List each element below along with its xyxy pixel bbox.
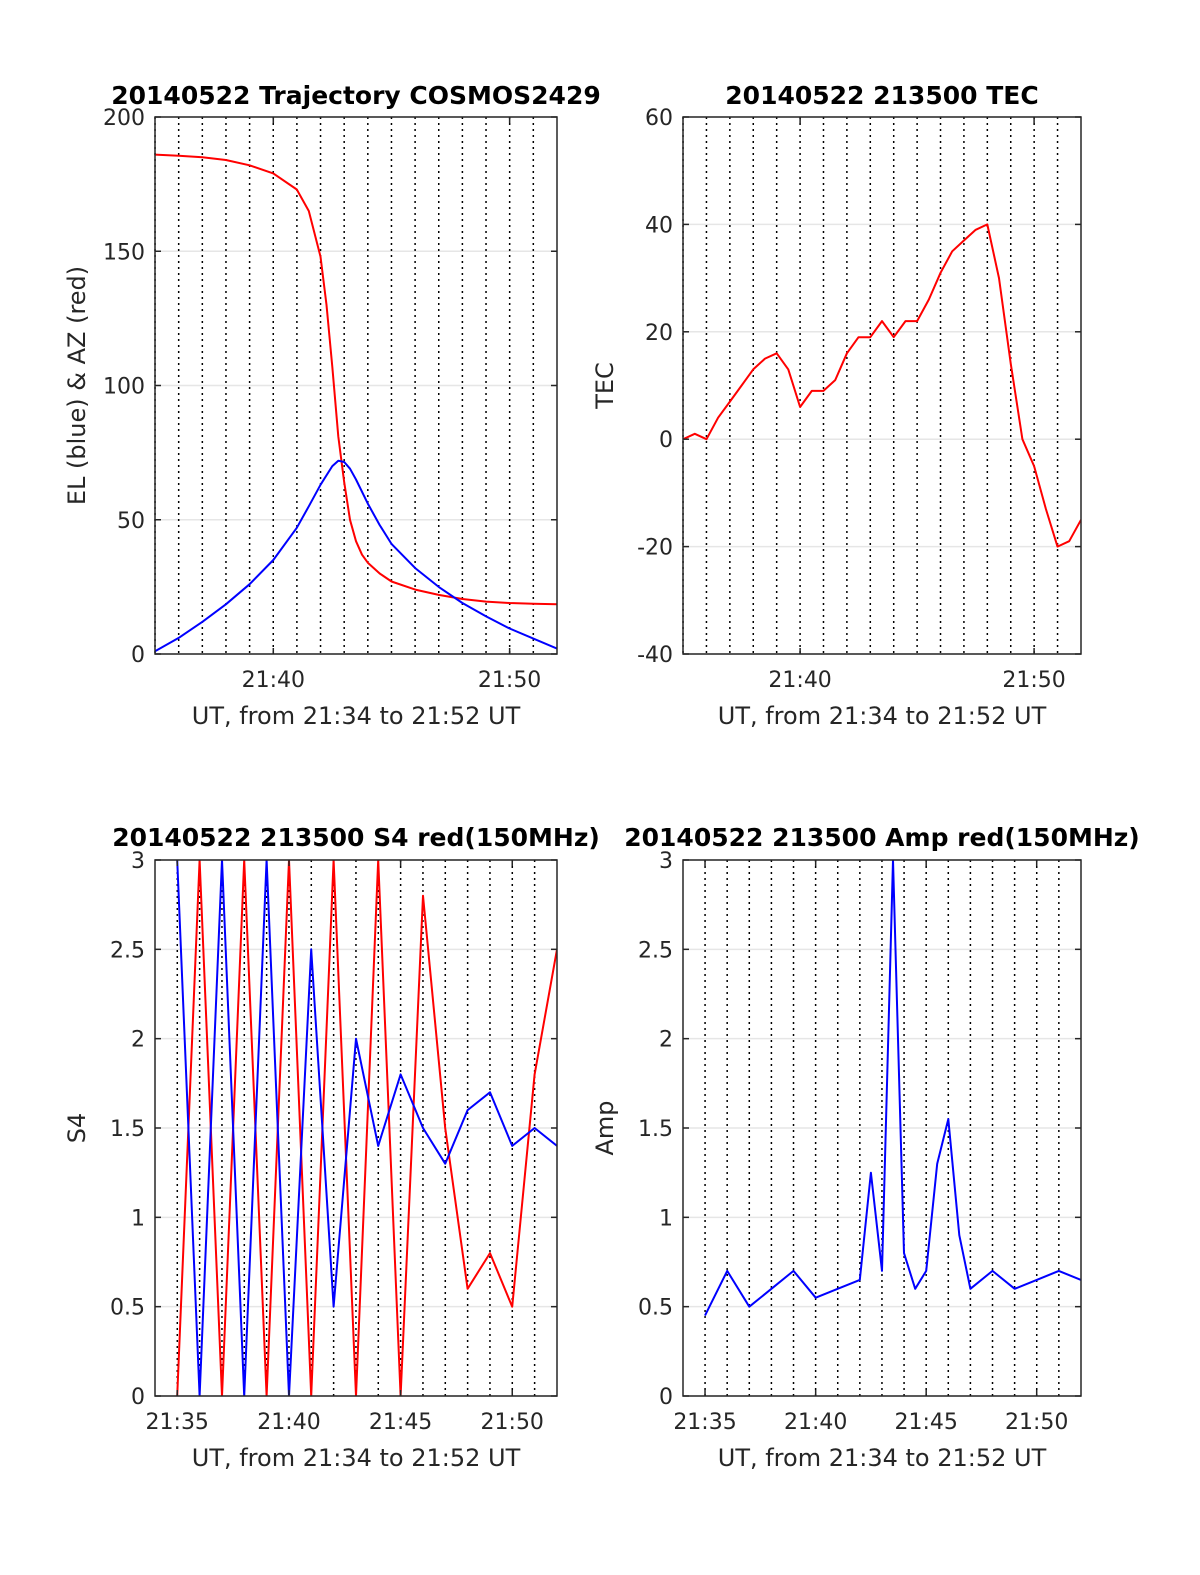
y-tick-label: 50	[117, 509, 145, 534]
y-tick-label: 2	[659, 1028, 673, 1053]
y-tick-label: 100	[103, 375, 145, 400]
y-tick-label: -40	[637, 643, 673, 668]
y-axis-label: TEC	[591, 362, 619, 410]
x-tick-label: 21:35	[146, 1410, 209, 1435]
y-tick-label: 40	[645, 213, 673, 238]
x-tick-label: 21:40	[242, 668, 305, 693]
series-line-2	[155, 459, 557, 653]
y-tick-label: 1.5	[638, 1117, 673, 1142]
y-tick-label: 1	[131, 1206, 145, 1231]
x-axis-label: UT, from 21:34 to 21:52 UT	[718, 702, 1047, 730]
series-line-1	[155, 153, 557, 606]
x-tick-label: 21:35	[673, 1410, 736, 1435]
y-tick-label: 3	[659, 849, 673, 874]
axes-frame	[682, 116, 1082, 655]
x-axis-label: UT, from 21:34 to 21:52 UT	[192, 1444, 521, 1472]
y-tick-label: 3	[131, 849, 145, 874]
y-axis-label: Amp	[591, 1100, 619, 1155]
y-tick-label: 2	[131, 1028, 145, 1053]
x-axis-label: UT, from 21:34 to 21:52 UT	[718, 1444, 1047, 1472]
y-axis-label: S4	[63, 1113, 91, 1144]
y-tick-label: 0	[659, 1385, 673, 1410]
y-tick-label: 1.5	[110, 1117, 145, 1142]
x-tick-label: 21:40	[784, 1410, 847, 1435]
x-tick-label: 21:45	[894, 1410, 957, 1435]
chart-panel-4: 0 0.5 1 1.5 2 2.5 3 21:35 21:40 21:45 21:50 2014052…	[591, 823, 1140, 1472]
y-tick-label: 0	[659, 428, 673, 453]
x-tick-label: 21:45	[369, 1410, 432, 1435]
chart-panel-3: 0 0.5 1 1.5 2 2.5 3 21:35 21:40 21:45 21:50 2014052…	[63, 823, 600, 1472]
series-line-1	[176, 860, 557, 1396]
y-tick-label: 2.5	[638, 938, 673, 963]
y-tick-label: 150	[103, 240, 145, 265]
y-axis-label: EL (blue) & AZ (red)	[63, 266, 91, 505]
y-tick-label: -20	[637, 536, 673, 561]
y-tick-label: 0	[131, 643, 145, 668]
chart-panel-2: -40 -20 0 20 40 60 21:40 21:50 20140522 213500 T…	[591, 81, 1082, 730]
y-tick-label: 0.5	[638, 1296, 673, 1321]
y-tick-label: 20	[645, 321, 673, 346]
y-tick-label: 60	[645, 106, 673, 131]
chart-panel-1: 0 50 100 150 200 21:40 21:50 20140522 Trajector…	[63, 81, 601, 730]
chart-title: 20140522 213500 S4 red(150MHz)	[112, 823, 600, 852]
y-tick-label: 200	[103, 106, 145, 131]
x-tick-label: 21:50	[1005, 1410, 1068, 1435]
series-line-2	[176, 860, 557, 1396]
series-line-1	[704, 860, 1081, 1317]
y-tick-label: 0.5	[110, 1296, 145, 1321]
x-tick-label: 21:50	[478, 668, 541, 693]
y-tick-label: 1	[659, 1206, 673, 1231]
series-line-1	[683, 223, 1081, 548]
chart-title: 20140522 Trajectory COSMOS2429	[111, 81, 601, 110]
y-tick-label: 2.5	[110, 938, 145, 963]
x-axis-label: UT, from 21:34 to 21:52 UT	[192, 702, 521, 730]
y-tick-label: 0	[131, 1385, 145, 1410]
chart-title: 20140522 213500 Amp red(150MHz)	[624, 823, 1140, 852]
x-tick-label: 21:40	[768, 668, 831, 693]
x-tick-label: 21:50	[1002, 668, 1065, 693]
x-tick-label: 21:50	[481, 1410, 544, 1435]
x-tick-label: 21:40	[257, 1410, 320, 1435]
chart-title: 20140522 213500 TEC	[725, 81, 1038, 110]
